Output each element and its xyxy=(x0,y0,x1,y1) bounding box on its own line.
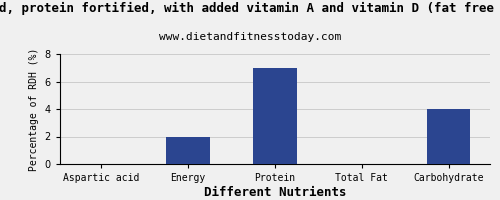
Text: uid, protein fortified, with added vitamin A and vitamin D (fat free an: uid, protein fortified, with added vitam… xyxy=(0,2,500,15)
Bar xyxy=(254,68,296,164)
Bar xyxy=(166,136,210,164)
Bar xyxy=(427,109,470,164)
Text: www.dietandfitnesstoday.com: www.dietandfitnesstoday.com xyxy=(159,32,341,42)
Y-axis label: Percentage of RDH (%): Percentage of RDH (%) xyxy=(29,47,39,171)
X-axis label: Different Nutrients: Different Nutrients xyxy=(204,186,346,199)
